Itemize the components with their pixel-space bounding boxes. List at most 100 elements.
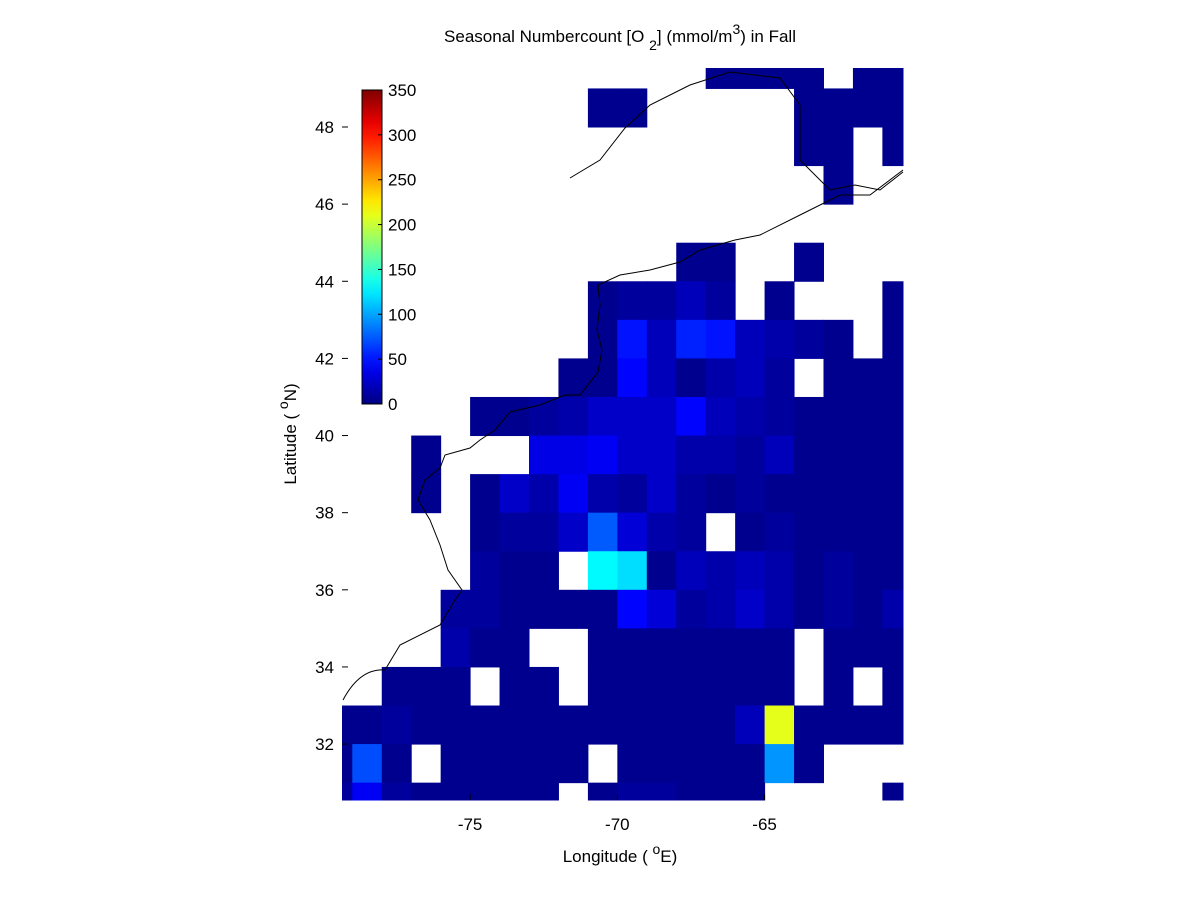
heatmap: [342, 68, 904, 801]
cell: [882, 589, 904, 629]
cell: [735, 782, 766, 801]
chart-title: Seasonal Numbercount [O 2] (mmol/m3) in …: [444, 21, 796, 53]
cell: [440, 705, 471, 745]
cell: [764, 551, 795, 591]
cell: [587, 666, 618, 707]
cell: [352, 705, 383, 745]
cell: [587, 589, 618, 629]
cell: [646, 744, 677, 784]
cell: [646, 396, 677, 437]
cell: [823, 165, 854, 205]
y-tick-label: 40: [315, 427, 334, 446]
cell: [764, 628, 795, 668]
ylabel-part: o: [275, 401, 291, 409]
cell: [529, 705, 559, 745]
cell: [735, 68, 766, 89]
cell: [764, 744, 795, 784]
cell: [794, 242, 824, 282]
cell: [558, 435, 589, 475]
xlabel-part: E): [660, 847, 677, 866]
cell: [676, 551, 707, 591]
cell: [617, 666, 648, 707]
cell: [882, 281, 904, 321]
cell: [676, 589, 707, 629]
cell: [823, 512, 854, 552]
cell: [852, 512, 883, 552]
cell: [617, 396, 648, 437]
cell: [587, 319, 618, 359]
y-tick-label: 42: [315, 349, 334, 368]
cell: [558, 512, 589, 552]
cell: [676, 435, 707, 475]
y-axis-label: Latitude ( oN): [275, 383, 300, 484]
cell: [735, 589, 766, 629]
cell: [852, 589, 883, 629]
colorbar-scale: [361, 89, 383, 405]
y-tick-label: 44: [315, 272, 334, 291]
cell: [705, 744, 736, 784]
cell: [764, 319, 795, 359]
cell: [794, 705, 824, 745]
cell: [882, 551, 904, 591]
cell: [676, 512, 707, 552]
y-tick-label: 46: [315, 195, 334, 214]
cell: [676, 319, 707, 359]
xlabel-part: Longitude (: [563, 847, 653, 866]
cell: [646, 666, 677, 707]
cell: [705, 705, 736, 745]
title-part: 2: [649, 37, 657, 53]
cell: [646, 319, 677, 359]
cell: [735, 666, 766, 707]
colorbar-tick-label: 350: [388, 81, 416, 100]
cell: [705, 319, 736, 359]
cell: [499, 551, 530, 591]
cell: [381, 705, 412, 745]
colorbar-tick-label: 300: [388, 126, 416, 145]
cell: [529, 474, 559, 514]
cell: [646, 551, 677, 591]
cell: [764, 396, 795, 437]
cell: [735, 512, 766, 552]
cell: [705, 551, 736, 591]
cell: [735, 435, 766, 475]
cell: [764, 68, 795, 89]
cell: [823, 705, 854, 745]
cell: [499, 512, 530, 552]
cell: [852, 68, 883, 89]
cell: [499, 666, 530, 707]
cell: [499, 589, 530, 629]
cell: [882, 88, 904, 128]
title-part: ) in Fall: [740, 27, 796, 46]
colorbar-tick-label: 50: [388, 350, 407, 369]
ylabel-part: N): [281, 383, 300, 401]
cell: [646, 358, 677, 398]
cell: [529, 512, 559, 552]
cell: [440, 666, 471, 707]
cell: [676, 358, 707, 398]
cell: [440, 589, 471, 629]
coastline: [342, 71, 904, 701]
cell: [705, 68, 736, 89]
cell: [499, 628, 530, 668]
x-axis-label: Longitude ( oE): [563, 841, 678, 866]
ylabel-part: Latitude (: [281, 409, 300, 485]
cell: [764, 705, 795, 745]
cell: [646, 512, 677, 552]
title-part: ] (mmol/m: [657, 27, 733, 46]
cell: [617, 281, 648, 321]
cell: [587, 512, 618, 552]
cell: [342, 705, 353, 745]
cell: [823, 551, 854, 591]
cell: [676, 628, 707, 668]
cell: [470, 551, 501, 591]
cell: [646, 589, 677, 629]
cell: [735, 396, 766, 437]
cell: [676, 281, 707, 321]
cell: [882, 666, 904, 707]
cell: [852, 435, 883, 475]
cell: [794, 435, 824, 475]
cell: [381, 782, 412, 801]
cell: [558, 358, 589, 398]
cell: [764, 666, 795, 707]
cell: [470, 628, 501, 668]
